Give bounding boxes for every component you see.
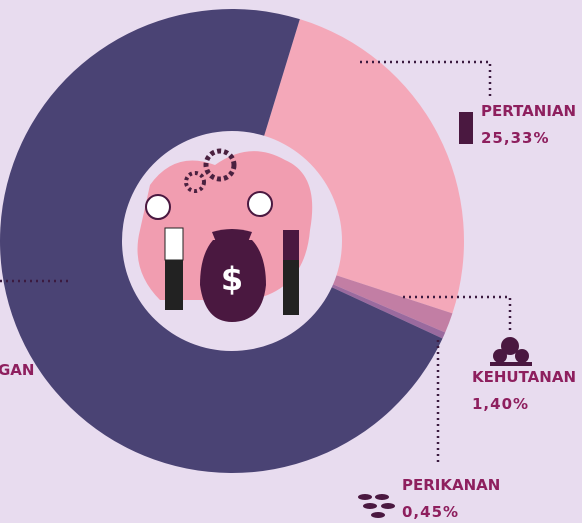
category-label: PERIKANAN <box>402 476 500 494</box>
value-label: 25,33% <box>481 129 549 147</box>
value-label: 0,45% <box>402 503 459 521</box>
illustration: $ <box>138 151 313 322</box>
farmer-icon <box>459 112 473 144</box>
page: $ PERTANIAN 25,33% KEHUTANAN 1,40% PERIKANAN… <box>0 0 582 523</box>
category-label: GAN <box>0 361 34 379</box>
chart: $ PERTANIAN 25,33% KEHUTANAN 1,40% PERIKANAN… <box>0 0 582 523</box>
fish-icon <box>358 494 395 518</box>
category-label: KEHUTANAN <box>472 368 576 386</box>
svg-text:$: $ <box>221 260 243 298</box>
forest-icon <box>490 337 532 366</box>
value-label: 1,40% <box>472 395 529 413</box>
category-label: PERTANIAN <box>481 102 576 120</box>
